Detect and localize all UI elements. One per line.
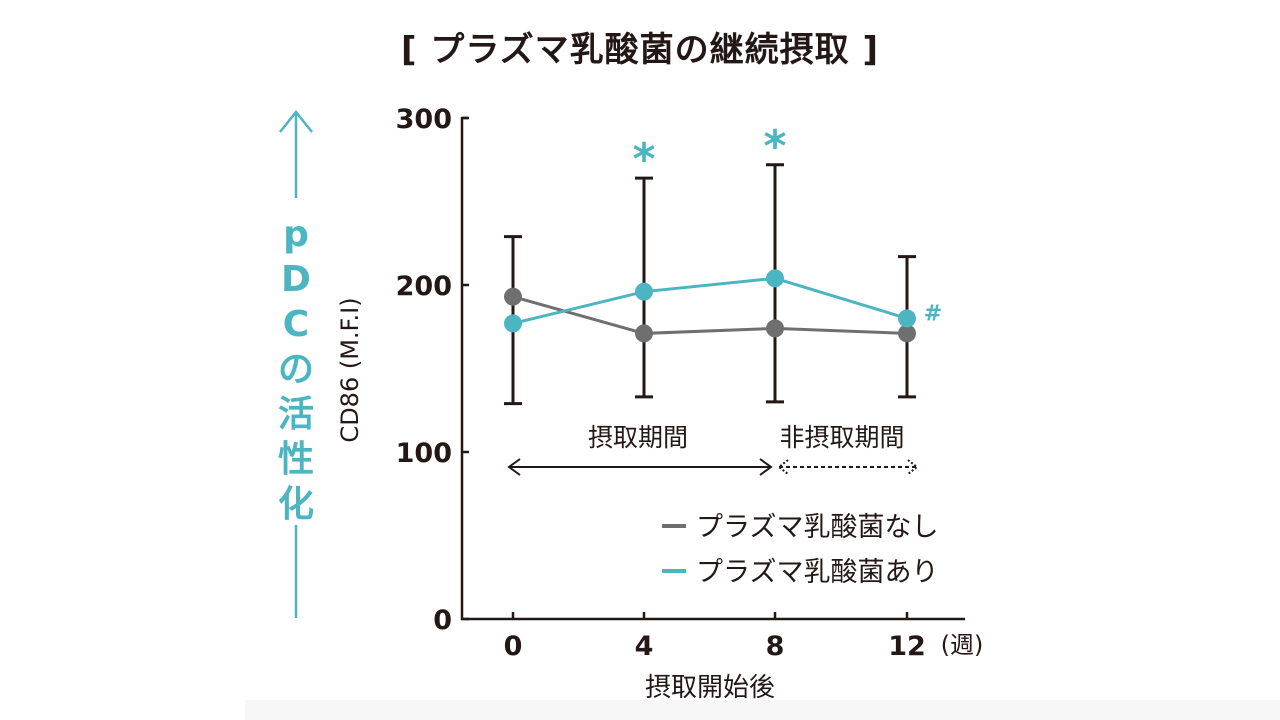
legend-label: プラズマ乳酸菌あり bbox=[696, 557, 938, 588]
arrow-right-icon bbox=[759, 458, 773, 476]
series-line-with bbox=[512, 276, 908, 325]
footer-band bbox=[245, 700, 1280, 720]
x-tick-label: 0 bbox=[504, 631, 523, 662]
legend-label: プラズマ乳酸菌なし bbox=[696, 512, 938, 543]
y-tick-label: 0 bbox=[433, 605, 452, 636]
data-point-with bbox=[504, 314, 522, 333]
data-point-without bbox=[635, 324, 653, 343]
intake-period-label: 摂取期間 bbox=[588, 423, 688, 452]
side-label-char: C bbox=[283, 304, 309, 345]
data-point-without bbox=[898, 324, 916, 343]
y-tick-label: 300 bbox=[396, 104, 452, 135]
arrow-left-icon bbox=[507, 458, 521, 476]
x-tick-label: 12 bbox=[888, 631, 926, 662]
axes bbox=[460, 116, 965, 621]
data-point-with bbox=[635, 282, 653, 301]
side-label-char: 化 bbox=[278, 484, 314, 525]
data-point-without bbox=[766, 319, 784, 338]
significance-asterisk: * bbox=[632, 134, 655, 185]
x-axis-label: 摂取開始後 bbox=[645, 673, 775, 703]
significance-hash: # bbox=[924, 301, 942, 326]
side-label-char: の bbox=[278, 349, 314, 390]
non-intake-period-label: 非摂取期間 bbox=[779, 423, 904, 452]
y-tick-label: 200 bbox=[396, 271, 452, 302]
x-unit-label: (週) bbox=[941, 631, 984, 659]
data-point-with bbox=[766, 269, 784, 288]
side-label-char: D bbox=[281, 259, 311, 300]
data-point-without bbox=[504, 287, 522, 306]
x-tick-label: 8 bbox=[766, 631, 785, 662]
significance-asterisk: * bbox=[763, 121, 786, 172]
data-point-with bbox=[898, 309, 916, 328]
side-label-char: 活 bbox=[278, 394, 314, 435]
x-tick-label: 4 bbox=[635, 631, 654, 662]
side-label-char: 性 bbox=[278, 439, 314, 480]
y-axis-label: CD86 (M.F.I) bbox=[336, 297, 364, 442]
side-arrow-head-icon bbox=[279, 109, 313, 133]
series-line-without bbox=[512, 295, 908, 335]
chart-title: [ プラズマ乳酸菌の継続摂取 ] bbox=[400, 30, 880, 70]
y-tick-label: 100 bbox=[396, 438, 452, 469]
side-label-char: p bbox=[283, 214, 309, 255]
